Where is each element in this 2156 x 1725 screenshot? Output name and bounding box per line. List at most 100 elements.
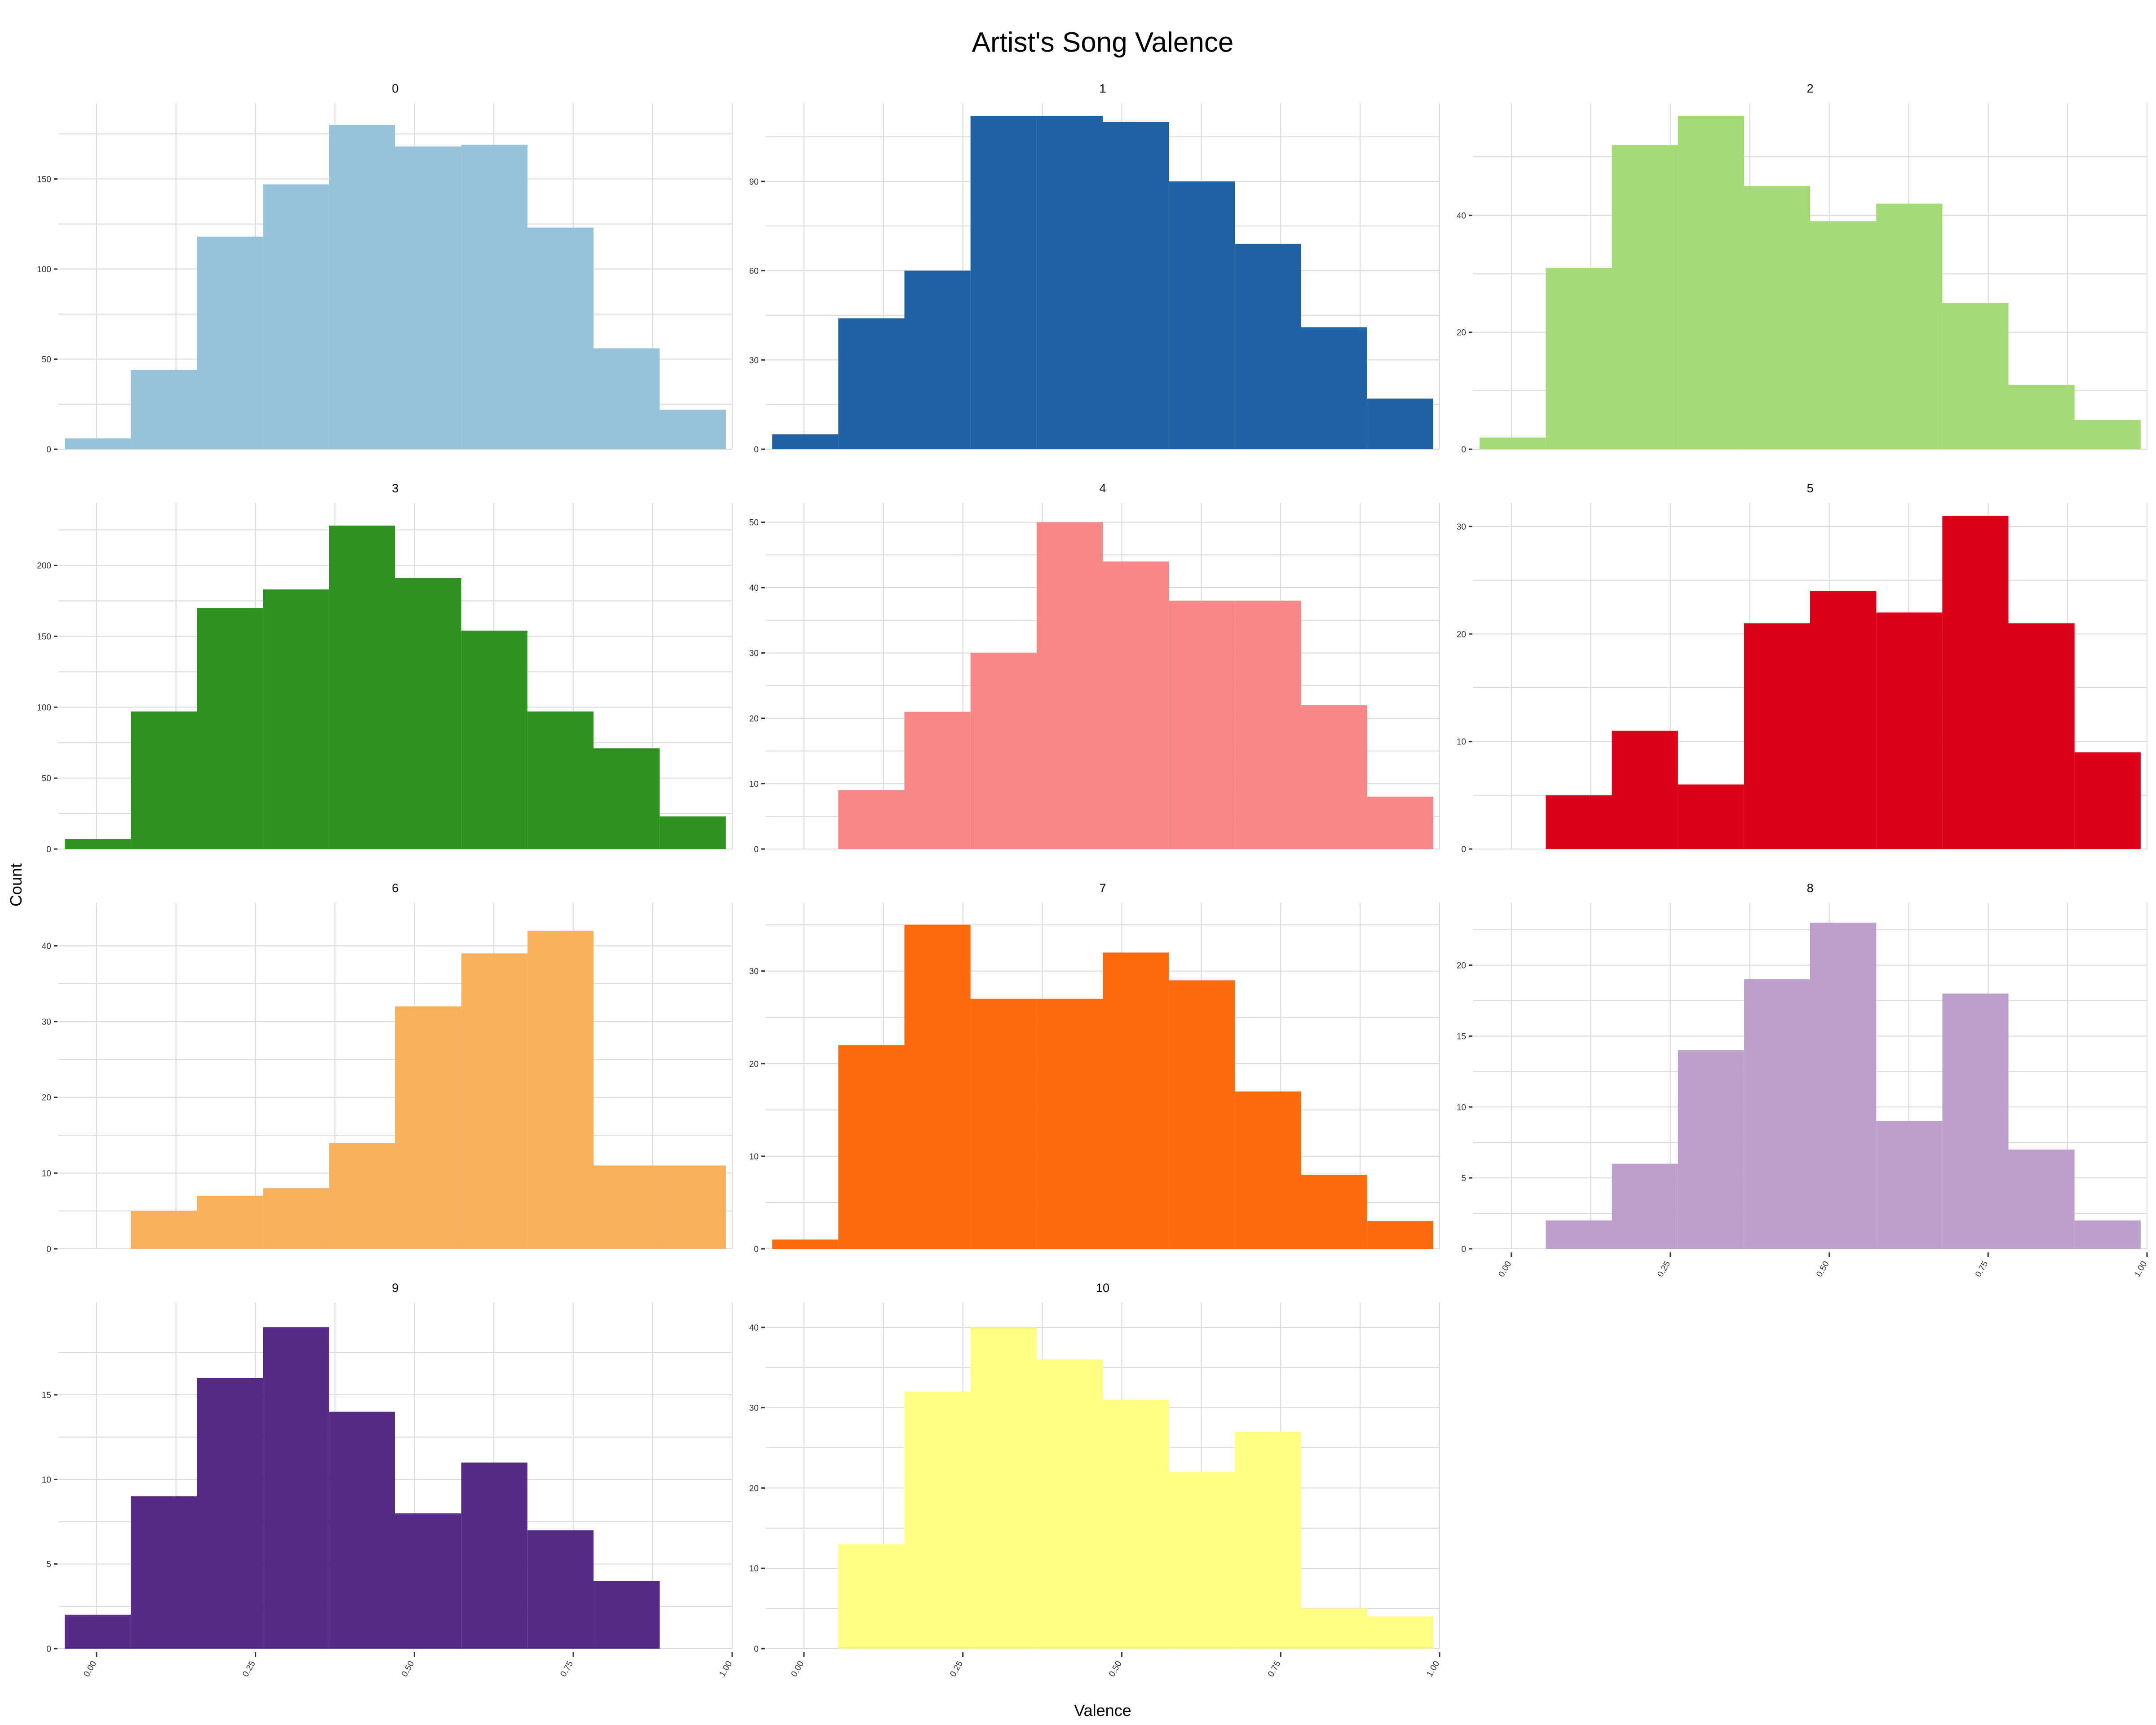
histogram-bar (197, 236, 263, 449)
y-tick-label: 20 (749, 714, 759, 724)
histogram-bar (329, 1411, 395, 1649)
y-tick-label: 5 (1461, 1174, 1466, 1183)
histogram-bar (1169, 181, 1235, 449)
histogram-bar (772, 1239, 839, 1249)
y-tick-label: 0 (46, 1245, 51, 1254)
histogram-bar (838, 1544, 905, 1649)
histogram-bar (1942, 516, 2009, 849)
y-tick-label: 0 (754, 1645, 759, 1654)
y-tick-label: 100 (37, 703, 51, 712)
histogram-bar (263, 1327, 329, 1649)
x-tick-label: 0.00 (82, 1659, 99, 1679)
histogram-bar (461, 630, 528, 849)
histogram-bar (1235, 243, 1301, 449)
y-tick-label: 30 (749, 967, 759, 977)
histogram-bar (1678, 116, 1744, 449)
histogram-bar (659, 816, 726, 849)
histogram-bar (395, 146, 462, 449)
y-tick-label: 30 (749, 649, 759, 659)
facet-strip-label: 9 (392, 1281, 398, 1295)
y-tick-label: 200 (37, 562, 51, 571)
histogram-bar (131, 1211, 197, 1249)
facet-panel-8: 8 0 5 10 15 20 0.00 0.25 0.50 0.75 1.00 (1457, 881, 2149, 1279)
histogram-bar (2074, 1220, 2141, 1249)
histogram-bar (1235, 1091, 1301, 1249)
facet-strip-label: 5 (1807, 482, 1813, 495)
histogram-bar (904, 712, 971, 849)
y-tick-label: 20 (1457, 961, 1466, 971)
facet-panel-7: 7 0 10 20 30 (749, 881, 1440, 1254)
histogram-bar (659, 1165, 726, 1249)
histogram-bar (1367, 1616, 1433, 1649)
histogram-bar (1612, 1163, 1678, 1249)
facet-strip-label: 10 (1096, 1281, 1109, 1295)
histogram-bar (1810, 221, 1877, 449)
histogram-bar (131, 711, 197, 849)
y-tick-label: 0 (1461, 445, 1466, 455)
y-tick-label: 150 (37, 632, 51, 641)
histogram-bar (1546, 268, 1612, 449)
y-tick-label: 10 (42, 1475, 51, 1485)
histogram-bar (1367, 796, 1433, 849)
y-tick-label: 0 (754, 845, 759, 854)
histogram-bar (1301, 327, 1367, 449)
y-tick-label: 40 (1457, 211, 1466, 221)
histogram-bar (65, 839, 131, 849)
histogram-bar (593, 348, 660, 449)
histogram-bar (65, 1614, 131, 1649)
histogram-bar (1480, 437, 1546, 449)
x-tick-label: 0.25 (1656, 1260, 1672, 1279)
x-tick-label: 0.75 (559, 1659, 575, 1679)
histogram-bar (1942, 303, 2009, 449)
y-tick-label: 20 (749, 1484, 759, 1493)
histogram-bar (329, 125, 395, 449)
histogram-bar (197, 1195, 263, 1249)
histogram-bar (1612, 730, 1678, 849)
histogram-bar (263, 184, 329, 450)
y-tick-label: 0 (1461, 1245, 1466, 1254)
y-tick-label: 0 (754, 1245, 759, 1254)
histogram-bar (1169, 980, 1235, 1249)
facet-strip-label: 3 (392, 482, 398, 495)
histogram-bar (2074, 420, 2141, 449)
x-tick-label: 0.00 (1497, 1260, 1514, 1279)
y-tick-label: 20 (749, 1060, 759, 1069)
histogram-bar (904, 1391, 971, 1649)
x-tick-label: 0.75 (1266, 1659, 1283, 1679)
histogram-bar (395, 1513, 462, 1649)
facet-panel-10: 10 0 10 20 30 40 0.00 0.25 0.50 0.75 1.00 (749, 1281, 1441, 1679)
facet-panel-9: 9 0 5 10 15 0.00 0.25 0.50 0.75 1.00 (42, 1281, 734, 1679)
y-tick-label: 0 (1461, 845, 1466, 854)
histogram-bar (970, 1327, 1037, 1649)
histogram-bar (527, 227, 594, 449)
facet-panel-1: 1 0 30 60 90 (749, 82, 1440, 455)
histogram-bar (263, 589, 329, 849)
facet-strip-label: 7 (1099, 881, 1106, 895)
y-tick-label: 60 (749, 267, 759, 276)
facet-panel-0: 0 0 50 100 150 (37, 82, 733, 455)
histogram-bar (970, 999, 1037, 1249)
histogram-bar (970, 116, 1037, 449)
y-tick-label: 90 (749, 177, 759, 187)
histogram-bar (593, 748, 660, 849)
facet-strip-label: 8 (1807, 881, 1813, 895)
y-tick-label: 15 (42, 1391, 51, 1400)
histogram-bar (1810, 591, 1877, 849)
histogram-bar (1103, 1399, 1169, 1649)
x-tick-label: 0.50 (400, 1659, 416, 1679)
histogram-bar (904, 924, 971, 1249)
histogram-bar (263, 1188, 329, 1249)
y-tick-label: 150 (37, 175, 51, 184)
x-tick-label: 1.00 (1425, 1659, 1442, 1679)
histogram-bar (329, 1142, 395, 1249)
x-tick-label: 0.50 (1815, 1260, 1831, 1279)
histogram-bar (659, 409, 726, 449)
histogram-bar (1036, 522, 1103, 849)
histogram-bar (527, 930, 594, 1249)
x-tick-label: 0.75 (1974, 1260, 1990, 1279)
histogram-bar (1103, 952, 1169, 1249)
histogram-bar (1169, 601, 1235, 849)
y-tick-label: 30 (749, 356, 759, 365)
